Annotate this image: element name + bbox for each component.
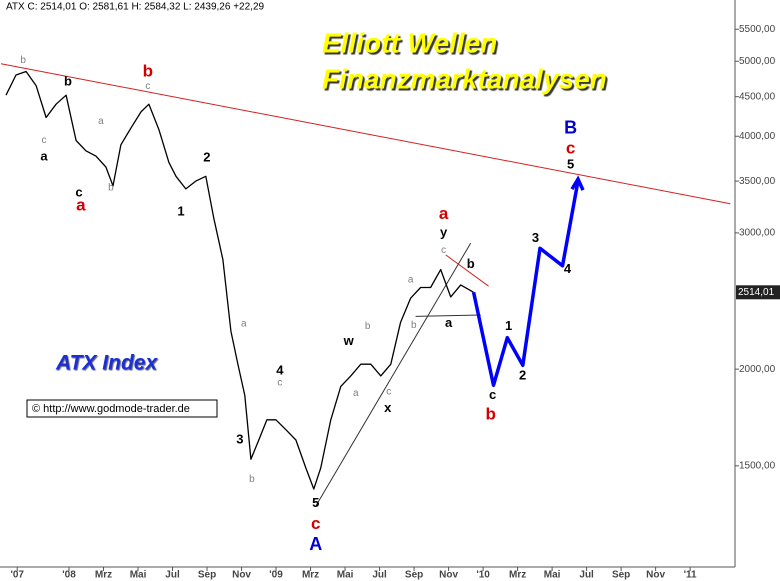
chart-subtitle: Finanzmarktanalysen	[322, 63, 607, 94]
wave-label: 4	[276, 362, 284, 377]
x-tick-label: '07	[10, 570, 24, 581]
wave-label: a	[353, 388, 359, 399]
source: © http://www.godmode-trader.de	[32, 403, 190, 415]
x-tick-label: Sep	[612, 570, 630, 581]
y-tick-label: 3000,00	[739, 228, 776, 239]
wave-label: c	[75, 184, 82, 199]
x-tick-label: Nov	[439, 570, 458, 581]
wave-label: a	[241, 318, 247, 329]
trendline	[415, 314, 481, 317]
x-tick-label: Jul	[372, 570, 387, 581]
wave-label: w	[343, 333, 355, 348]
trendline	[0, 63, 731, 205]
wave-label: b	[108, 183, 114, 194]
y-tick-label: 2000,00	[739, 364, 776, 375]
x-tick-label: Nov	[232, 570, 251, 581]
wave-label: c	[441, 245, 446, 256]
y-tick-label: 4000,00	[739, 131, 776, 142]
wave-label: c	[489, 387, 496, 402]
wave-label: y	[440, 224, 448, 239]
last-price-label: 2514,01	[738, 287, 775, 298]
x-tick-label: Mai	[544, 570, 561, 581]
wave-label: b	[249, 474, 255, 485]
wave-label: c	[566, 139, 575, 158]
x-tick-label: Jul	[579, 570, 594, 581]
x-tick-label: Mai	[337, 570, 354, 581]
wave-label: 2	[203, 149, 210, 164]
wave-label: b	[411, 320, 417, 331]
wave-label: b	[485, 404, 495, 423]
y-tick-label: 5500,00	[739, 24, 776, 35]
wave-label: x	[384, 400, 392, 415]
trendline	[315, 242, 472, 507]
wave-label: a	[40, 148, 48, 163]
wave-label: b	[143, 62, 153, 81]
x-tick-label: Mrz	[95, 570, 112, 581]
y-tick-label: 4500,00	[739, 91, 776, 102]
wave-label: c	[386, 386, 391, 397]
x-tick-label: '10	[476, 570, 490, 581]
x-tick-label: Sep	[405, 570, 423, 581]
wave-label: b	[64, 73, 72, 88]
wave-label: c	[277, 378, 282, 389]
wave-label: b	[365, 321, 371, 332]
wave-label: 1	[505, 318, 512, 333]
arrow-head	[570, 175, 585, 191]
x-tick-label: '08	[62, 570, 76, 581]
y-tick-label: 5000,00	[739, 56, 776, 67]
index-label: ATX Index	[55, 352, 158, 375]
wave-label: a	[98, 116, 104, 127]
x-tick-label: '09	[269, 570, 283, 581]
y-tick-label: 3500,00	[739, 176, 776, 187]
wave-label: b	[467, 256, 475, 271]
wave-label: 4	[564, 261, 572, 276]
wave-label: a	[76, 195, 86, 214]
wave-label: c	[145, 81, 150, 92]
x-tick-label: Mai	[130, 570, 147, 581]
wave-label: B	[564, 118, 577, 138]
wave-label: 2	[519, 367, 526, 382]
source-box	[26, 399, 218, 418]
header: ATX C: 2514,01 O: 2581,61 H: 2584,32 L: …	[6, 2, 265, 13]
x-tick-label: Mrz	[302, 570, 319, 581]
wave-label: 3	[236, 431, 243, 446]
last-price-box	[736, 285, 780, 300]
x-tick-label: Mrz	[509, 570, 526, 581]
wave-label: a	[439, 204, 449, 223]
wave-label: a	[408, 274, 414, 285]
wave-label: A	[309, 534, 322, 554]
x-tick-label: '11	[684, 570, 697, 581]
wave-label: 5	[312, 495, 319, 510]
wave-label: 1	[177, 204, 184, 219]
trendline	[445, 254, 489, 287]
x-tick-label: Jul	[165, 570, 180, 581]
wave-label: b	[20, 55, 26, 66]
wave-label: 5	[567, 157, 574, 172]
wave-label: c	[311, 514, 320, 533]
x-tick-label: Sep	[198, 570, 216, 581]
chart-title: Elliott Wellen	[322, 27, 497, 58]
price-line	[5, 70, 474, 490]
wave-label: a	[445, 315, 453, 330]
wave-label: c	[41, 135, 46, 146]
wave-label: 3	[532, 230, 539, 245]
y-tick-label: 1500,00	[739, 460, 776, 471]
x-tick-label: Nov	[646, 570, 665, 581]
projection-line	[471, 180, 580, 388]
